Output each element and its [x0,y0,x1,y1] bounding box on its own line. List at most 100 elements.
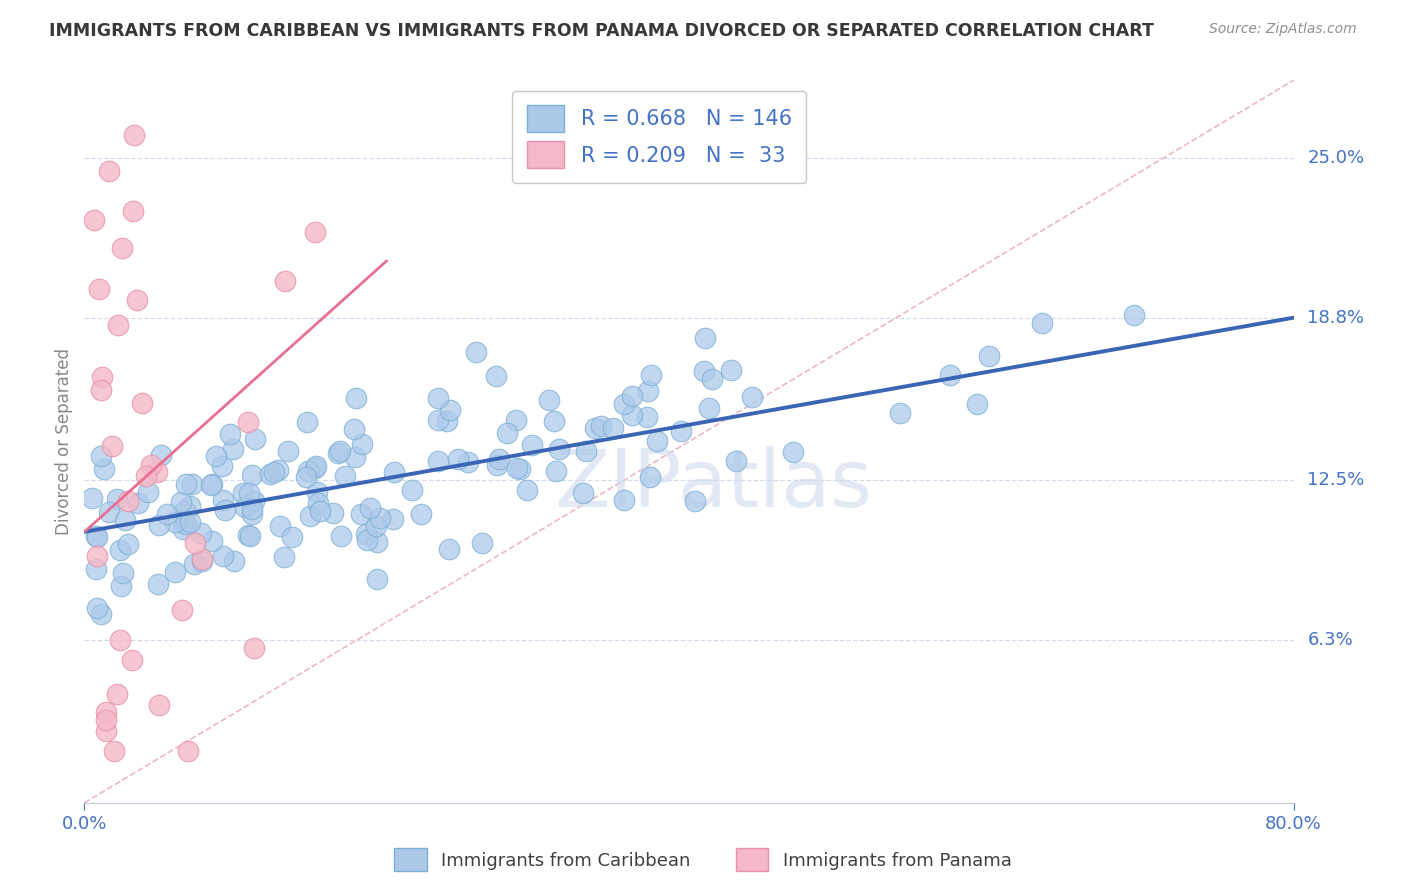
Point [437,542,460,557]
Point [636,410,658,425]
Point [505,460,527,475]
Point [329,444,352,458]
Point [356,533,378,547]
Point [447,452,470,467]
Point [693,364,716,378]
Text: 6.3%: 6.3% [1308,632,1353,649]
Point [725,454,748,468]
Point [640,368,662,382]
Point [537,393,560,408]
Point [190,526,212,541]
Point [174,504,197,518]
Point [384,466,406,480]
Point [205,449,228,463]
Point [274,274,297,288]
Point [111,241,134,255]
Point [401,483,423,497]
Point [613,397,636,411]
Point [645,434,668,448]
Point [211,458,233,473]
Point [702,371,724,385]
Point [172,602,194,616]
Point [214,503,236,517]
Text: Source: ZipAtlas.com: Source: ZipAtlas.com [1209,22,1357,37]
Point [621,389,644,403]
Point [131,396,153,410]
Text: ZIPatlas: ZIPatlas [554,446,872,524]
Point [269,519,291,533]
Point [83,212,105,227]
Point [179,499,201,513]
Point [259,467,281,481]
Point [308,503,330,517]
Point [105,491,128,506]
Point [699,401,721,415]
Point [93,461,115,475]
Point [350,436,373,450]
Point [82,491,104,505]
Point [307,496,329,510]
Point [939,368,962,382]
Point [172,522,194,536]
Point [572,486,595,500]
Point [486,458,509,472]
Point [148,698,170,712]
Point [114,513,136,527]
Point [640,469,662,483]
Point [240,507,263,521]
Point [94,713,117,727]
Point [273,550,295,565]
Point [84,562,107,576]
Point [117,537,139,551]
Point [90,449,112,463]
Point [222,442,245,457]
Point [637,384,659,398]
Point [127,496,149,510]
Point [409,507,432,521]
Point [322,506,344,520]
Point [344,391,367,405]
Point [112,566,135,581]
Point [238,486,260,500]
Point [110,579,132,593]
Point [543,414,565,428]
Point [589,418,612,433]
Point [91,370,114,384]
Point [583,421,606,435]
Point [201,477,224,491]
Point [191,554,214,568]
Text: 18.8%: 18.8% [1308,309,1364,326]
Point [107,318,129,333]
Point [304,225,326,239]
Point [281,531,304,545]
Point [181,476,204,491]
Point [163,565,186,579]
Y-axis label: Divorced or Separated: Divorced or Separated [55,348,73,535]
Point [485,368,508,383]
Point [240,501,263,516]
Point [86,531,108,545]
Point [176,516,198,531]
Point [471,536,494,550]
Point [465,345,488,359]
Point [782,445,804,459]
Point [243,433,266,447]
Point [350,507,373,521]
Point [522,438,544,452]
Point [366,534,388,549]
Point [889,406,911,420]
Point [173,515,195,529]
Point [359,500,381,515]
Point [146,465,169,479]
Point [84,528,107,542]
Point [191,551,214,566]
Point [211,492,233,507]
Point [243,640,266,655]
Point [457,455,479,469]
Point [156,507,179,521]
Point [295,470,318,484]
Point [354,527,377,541]
Point [277,443,299,458]
Point [96,723,118,738]
Point [135,469,157,483]
